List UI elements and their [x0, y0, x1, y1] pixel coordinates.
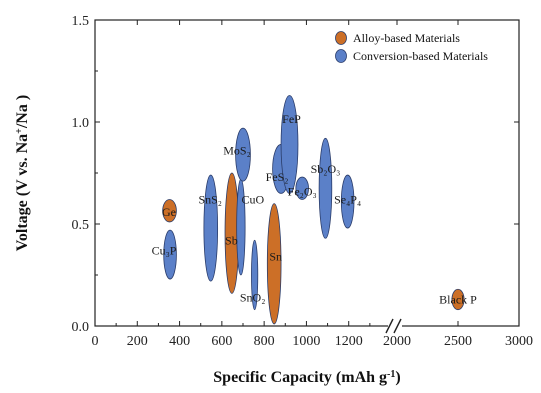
point-label-feo: Fe₂O₃: [288, 184, 317, 198]
point-label-sn: Sn: [269, 250, 282, 264]
data-point-fep: [280, 95, 299, 194]
x-tick-label: 200: [127, 334, 148, 349]
point-label-cup: Cu₃P: [152, 244, 177, 258]
data-point-ge: [162, 199, 177, 223]
point-labels-layer: Ge Sb Sn Black P Cu₃P SnS₂ CuO MoS₂ SnO₂ FeS₂ FeP F…: [152, 112, 478, 306]
x-tick-label: 400: [169, 334, 190, 349]
x-tick-label: 2000: [383, 334, 411, 349]
legend: Alloy-based Materials Conversion-based M…: [335, 31, 488, 63]
point-label-cuo: CuO: [242, 193, 265, 207]
data-point-sbo: [318, 137, 333, 239]
legend-item-alloy: Alloy-based Materials: [335, 31, 460, 45]
x-tick-label: 600: [211, 334, 232, 349]
x-tick-label: 1200: [335, 334, 363, 349]
point-label-sep: Se₄P₄: [334, 193, 361, 207]
legend-label-alloy: Alloy-based Materials: [353, 31, 460, 45]
point-label-fep: FeP: [282, 112, 301, 126]
axis-break-mark: [385, 318, 402, 334]
legend-swatch-alloy: [335, 31, 347, 45]
legend-swatch-conversion: [335, 49, 347, 63]
x-tick-label: 0: [92, 334, 99, 349]
data-point-sn: [266, 203, 282, 325]
x-axis-title: Specific Capacity (mAh g-1): [213, 369, 400, 387]
data-point-sno: [251, 239, 259, 311]
data-point-blackp: [451, 288, 465, 311]
axes: [94, 19, 520, 327]
point-label-blackp: Black P: [439, 292, 477, 306]
x-tick-label: 1000: [292, 334, 320, 349]
y-tick-label: 0.0: [72, 320, 90, 335]
point-label-fes: FeS₂: [266, 170, 289, 184]
point-label-sno: SnO₂: [240, 290, 266, 304]
y-tick-label: 1.5: [72, 14, 90, 29]
data-point-feo: [295, 176, 309, 200]
point-label-ge: Ge: [162, 205, 176, 219]
y-tick-label: 1.0: [72, 116, 90, 131]
ticks-layer: 0 200 400 600 800 1000 1200 2000 2500 3000 0.0 0.5 1…: [72, 14, 534, 349]
plot-frame: [94, 19, 520, 327]
point-label-mos: MoS₂: [223, 144, 251, 158]
point-label-sb: Sb: [225, 233, 238, 247]
x-tick-label: 3000: [505, 334, 533, 349]
data-point-sns: [203, 174, 219, 282]
legend-item-conversion: Conversion-based Materials: [335, 49, 488, 63]
y-tick-label: 0.5: [72, 218, 90, 233]
y-axis-title: Voltage (V vs. Na+/Na ): [14, 95, 32, 251]
x-tick-label: 800: [254, 334, 275, 349]
data-point-sep: [340, 174, 355, 229]
point-label-sbo: Sb₂O₃: [311, 162, 341, 176]
legend-label-conversion: Conversion-based Materials: [353, 49, 488, 63]
ellipses-layer: [162, 95, 465, 325]
x-tick-label: 2500: [444, 334, 472, 349]
data-point-cup: [163, 229, 177, 280]
data-point-mos: [235, 127, 251, 182]
point-label-sns: SnS₂: [198, 193, 222, 207]
